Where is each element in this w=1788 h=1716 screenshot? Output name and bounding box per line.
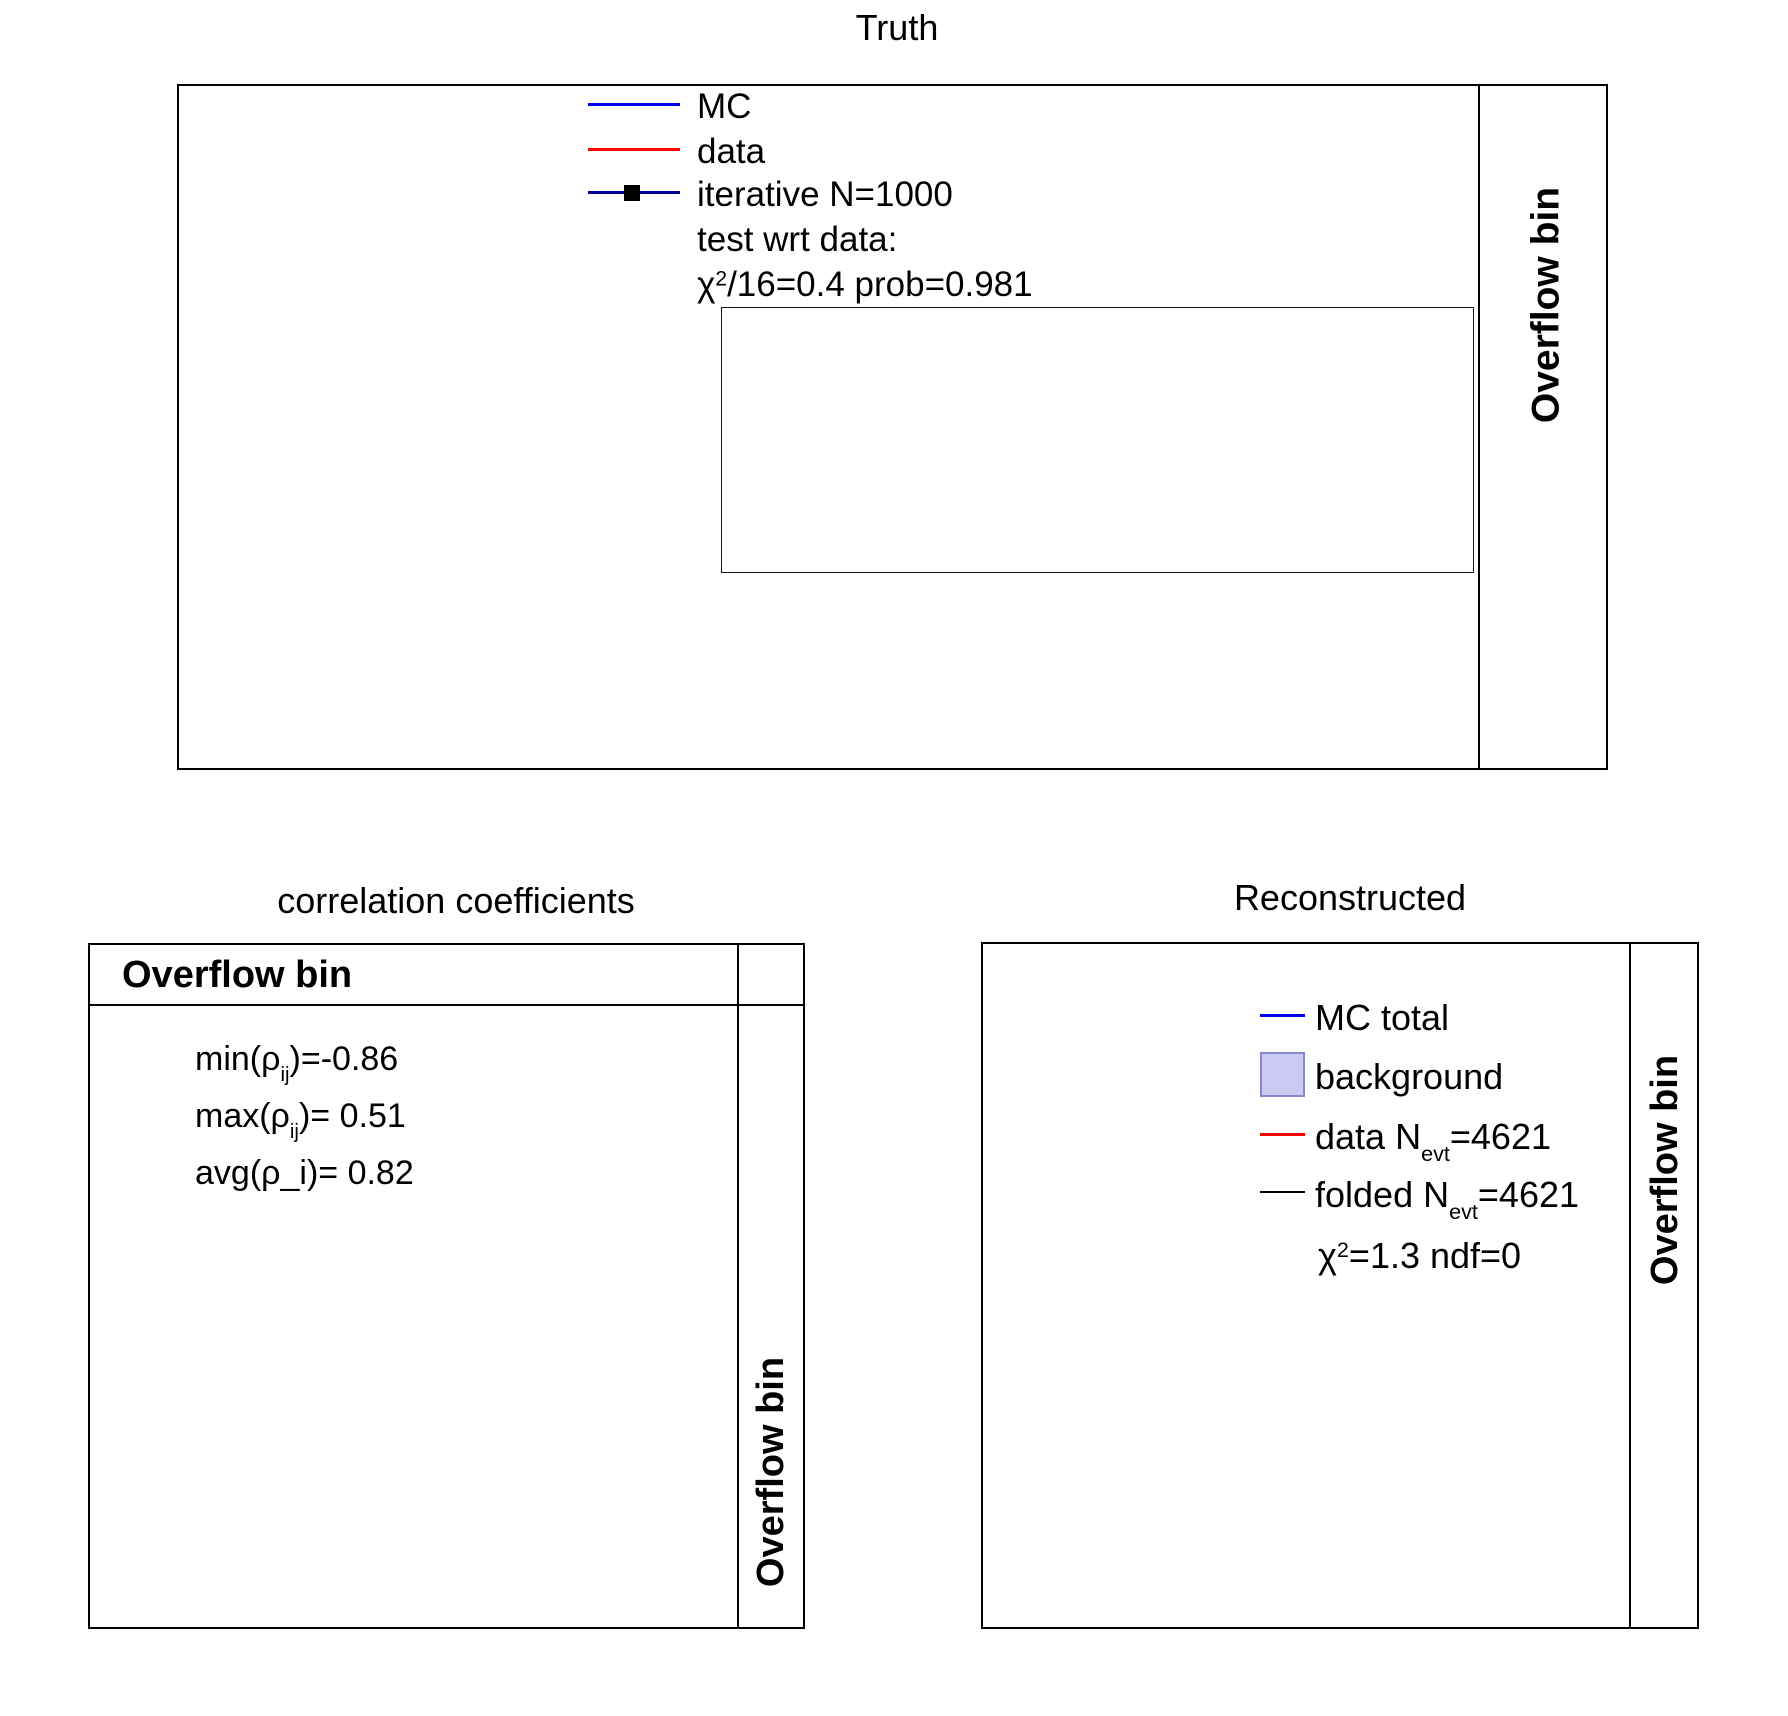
min-rho-post: )=-0.86 bbox=[289, 1040, 399, 1078]
correlation-header-separator bbox=[88, 1004, 805, 1006]
mc-total-legend-label: MC total bbox=[1315, 997, 1450, 1038]
max-rho-stat: max(ρij)= 0.51 bbox=[195, 1097, 406, 1143]
folded-line-sample bbox=[1260, 1191, 1305, 1193]
max-rho-pre: max(ρ bbox=[195, 1097, 290, 1135]
background-legend-label: background bbox=[1315, 1056, 1504, 1097]
chi-exponent: 2 bbox=[715, 267, 728, 291]
iterative-square-marker-icon bbox=[624, 185, 640, 201]
folded-nevt-sub: evt bbox=[1449, 1198, 1478, 1224]
folded-nevt-pre: folded N bbox=[1315, 1174, 1450, 1215]
reconstructed-overflow-bin-label: Overflow bin bbox=[1644, 1054, 1686, 1286]
max-rho-post: )= 0.51 bbox=[298, 1097, 406, 1135]
data-nevt-pre: data N bbox=[1315, 1116, 1422, 1157]
iterative-legend-label: iterative N=1000 bbox=[697, 175, 953, 214]
chi2-result-label: χ2/16=0.4 prob=0.981 bbox=[697, 265, 1033, 305]
correlation-overflow-divider bbox=[737, 943, 739, 1629]
chi2-rest: /16=0.4 prob=0.981 bbox=[727, 265, 1033, 304]
reco-chi-exponent: 2 bbox=[1336, 1237, 1349, 1263]
min-rho-stat: min(ρij)=-0.86 bbox=[195, 1040, 399, 1086]
avg-rho-stat: avg(ρ_i)= 0.82 bbox=[195, 1154, 414, 1192]
reco-chi2-rest: =1.3 ndf=0 bbox=[1348, 1235, 1522, 1276]
correlation-plot-frame bbox=[88, 943, 805, 1629]
folded-nevt-legend-label: folded Nevt=4621 bbox=[1315, 1174, 1580, 1223]
truth-panel-title: Truth bbox=[855, 7, 939, 48]
reco-chi-symbol: χ bbox=[1318, 1235, 1337, 1276]
truth-overflow-bin-label: Overflow bin bbox=[1524, 186, 1568, 424]
test-note-label: test wrt data: bbox=[697, 220, 898, 259]
background-swatch-icon bbox=[1260, 1052, 1305, 1097]
data-legend-label: data bbox=[697, 132, 766, 171]
data-nevt-line-sample bbox=[1260, 1133, 1305, 1136]
folded-nevt-post: =4621 bbox=[1477, 1174, 1580, 1215]
data-nevt-sub: evt bbox=[1421, 1140, 1450, 1166]
max-rho-sub: ij bbox=[289, 1121, 299, 1144]
data-line-sample bbox=[588, 148, 680, 151]
data-nevt-legend-label: data Nevt=4621 bbox=[1315, 1116, 1551, 1165]
min-rho-pre: min(ρ bbox=[195, 1040, 281, 1078]
mc-legend-label: MC bbox=[697, 87, 752, 126]
reconstructed-plot-frame bbox=[981, 942, 1699, 1629]
reconstructed-overflow-divider bbox=[1629, 942, 1631, 1629]
truth-overflow-divider bbox=[1478, 84, 1480, 770]
reconstructed-panel-title: Reconstructed bbox=[1233, 877, 1467, 918]
truth-plot-frame bbox=[177, 84, 1608, 770]
truth-inner-box bbox=[721, 307, 1474, 573]
chi-symbol: χ bbox=[697, 265, 716, 304]
correlation-overflow-header: Overflow bin bbox=[122, 954, 353, 996]
min-rho-sub: ij bbox=[280, 1064, 290, 1087]
correlation-overflow-bin-label: Overflow bin bbox=[750, 1356, 792, 1588]
correlation-panel-title: correlation coefficients bbox=[277, 880, 635, 921]
data-nevt-post: =4621 bbox=[1449, 1116, 1551, 1157]
reco-chi2-label: χ2=1.3 ndf=0 bbox=[1318, 1236, 1521, 1276]
mc-line-sample bbox=[588, 103, 680, 106]
mc-total-line-sample bbox=[1260, 1014, 1305, 1017]
